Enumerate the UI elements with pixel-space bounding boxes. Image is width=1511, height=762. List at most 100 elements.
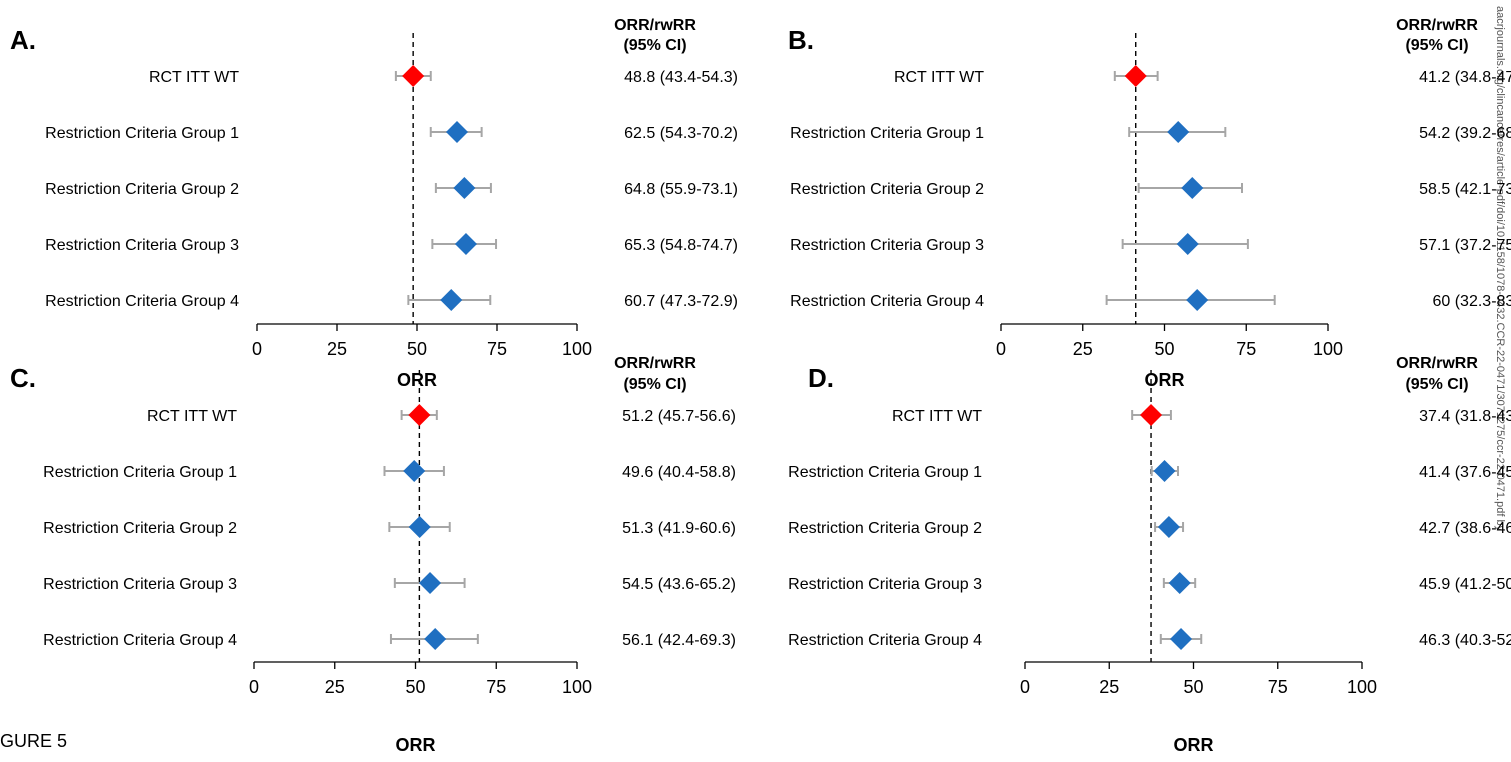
rct-point-marker bbox=[408, 404, 431, 426]
ci-value-text: 51.2 (45.7-56.6) bbox=[622, 408, 736, 425]
row-label: Restriction Criteria Group 4 bbox=[45, 293, 239, 310]
x-tick-label: 25 bbox=[1099, 677, 1119, 697]
ci-value-text: 45.9 (41.2-50.5) bbox=[1419, 576, 1511, 593]
ci-column-header: ORR/rwRR bbox=[614, 17, 696, 34]
row-label: RCT ITT WT bbox=[147, 408, 237, 425]
group-point-marker bbox=[453, 177, 476, 199]
row-label: RCT ITT WT bbox=[149, 69, 239, 86]
x-tick-label: 25 bbox=[1073, 339, 1093, 359]
ci-value-text: 56.1 (42.4-69.3) bbox=[622, 632, 736, 649]
ci-value-text: 48.8 (43.4-54.3) bbox=[624, 69, 738, 86]
group-point-marker bbox=[419, 572, 442, 594]
row-label: Restriction Criteria Group 2 bbox=[45, 181, 239, 198]
forest-panel-4: D. ORR/rwRR (95% CI) 0 25 50 75 100 ORR RCT ITT W… bbox=[788, 355, 1511, 755]
row-label: Restriction Criteria Group 4 bbox=[43, 632, 237, 649]
x-tick-label: 50 bbox=[405, 677, 425, 697]
rct-point-marker bbox=[402, 65, 425, 87]
ci-value-text: 41.2 (34.8-47.9) bbox=[1419, 69, 1511, 86]
ci-value-text: 62.5 (54.3-70.2) bbox=[624, 125, 738, 142]
panel-letter: B. bbox=[788, 25, 814, 55]
x-tick-label: 75 bbox=[486, 677, 506, 697]
group-point-marker bbox=[1181, 177, 1204, 199]
row-label: Restriction Criteria Group 3 bbox=[788, 576, 982, 593]
ci-value-text: 54.2 (39.2-68.6) bbox=[1419, 125, 1511, 142]
x-tick-label: 25 bbox=[325, 677, 345, 697]
ci-column-header: (95% CI) bbox=[1405, 376, 1468, 393]
ci-value-text: 57.1 (37.2-75.5) bbox=[1419, 237, 1511, 254]
group-point-marker bbox=[408, 516, 431, 538]
row-label: Restriction Criteria Group 2 bbox=[790, 181, 984, 198]
x-axis-title: ORR bbox=[396, 735, 436, 755]
side-watermark-text: aacrjournals.org/clincancerres/article-p… bbox=[1494, 6, 1506, 532]
x-tick-label: 100 bbox=[562, 339, 592, 359]
group-point-marker bbox=[1186, 289, 1209, 311]
group-point-marker bbox=[454, 233, 477, 255]
forest-panel-1: A. ORR/rwRR (95% CI) 0 25 50 75 100 ORR RCT ITT W… bbox=[10, 17, 738, 390]
group-point-marker bbox=[1170, 628, 1193, 650]
ci-column-header: (95% CI) bbox=[623, 37, 686, 54]
ci-value-text: 41.4 (37.6-45.4) bbox=[1419, 464, 1511, 481]
group-point-marker bbox=[1176, 233, 1199, 255]
ci-value-text: 46.3 (40.3-52.3) bbox=[1419, 632, 1511, 649]
x-tick-label: 0 bbox=[996, 339, 1006, 359]
ci-value-text: 65.3 (54.8-74.7) bbox=[624, 237, 738, 254]
ci-column-header: ORR/rwRR bbox=[1396, 17, 1478, 34]
row-label: RCT ITT WT bbox=[892, 408, 982, 425]
panel-letter: D. bbox=[808, 363, 834, 393]
row-label: Restriction Criteria Group 1 bbox=[43, 464, 237, 481]
row-label: Restriction Criteria Group 3 bbox=[45, 237, 239, 254]
row-label: RCT ITT WT bbox=[894, 69, 984, 86]
ci-column-header: (95% CI) bbox=[1405, 37, 1468, 54]
row-label: Restriction Criteria Group 4 bbox=[790, 293, 984, 310]
group-point-marker bbox=[1157, 516, 1180, 538]
ci-value-text: 64.8 (55.9-73.1) bbox=[624, 181, 738, 198]
group-point-marker bbox=[446, 121, 468, 143]
panels: A. ORR/rwRR (95% CI) 0 25 50 75 100 ORR RCT ITT W… bbox=[10, 17, 1511, 755]
ci-column-header: ORR/rwRR bbox=[1396, 355, 1478, 372]
group-point-marker bbox=[440, 289, 463, 311]
x-tick-label: 75 bbox=[487, 339, 507, 359]
x-tick-label: 75 bbox=[1236, 339, 1256, 359]
forest-panel-3: C. ORR/rwRR (95% CI) 0 25 50 75 100 ORR RCT ITT W… bbox=[10, 355, 736, 755]
ci-value-text: 49.6 (40.4-58.8) bbox=[622, 464, 736, 481]
row-label: Restriction Criteria Group 1 bbox=[788, 464, 982, 481]
ci-value-text: 42.7 (38.6-46.9) bbox=[1419, 520, 1511, 537]
row-label: Restriction Criteria Group 1 bbox=[790, 125, 984, 142]
ci-value-text: 51.3 (41.9-60.6) bbox=[622, 520, 736, 537]
group-point-marker bbox=[424, 628, 447, 650]
ci-column-header: (95% CI) bbox=[623, 376, 686, 393]
x-tick-label: 25 bbox=[327, 339, 347, 359]
panel-letter: C. bbox=[10, 363, 36, 393]
row-label: Restriction Criteria Group 2 bbox=[43, 520, 237, 537]
x-tick-label: 50 bbox=[1183, 677, 1203, 697]
x-tick-label: 75 bbox=[1268, 677, 1288, 697]
x-tick-label: 100 bbox=[1347, 677, 1377, 697]
x-axis-title: ORR bbox=[397, 370, 437, 390]
forest-panel-2: B. ORR/rwRR (95% CI) 0 25 50 75 100 ORR RCT ITT W… bbox=[788, 17, 1511, 390]
row-label: Restriction Criteria Group 4 bbox=[788, 632, 982, 649]
x-tick-label: 100 bbox=[1313, 339, 1343, 359]
x-tick-label: 50 bbox=[407, 339, 427, 359]
x-axis-title: ORR bbox=[1145, 370, 1185, 390]
ci-value-text: 37.4 (31.8-43.3) bbox=[1419, 408, 1511, 425]
group-point-marker bbox=[1167, 121, 1190, 143]
ci-column-header: ORR/rwRR bbox=[614, 355, 696, 372]
rct-point-marker bbox=[1124, 65, 1147, 87]
x-axis-title: ORR bbox=[1174, 735, 1214, 755]
x-tick-label: 0 bbox=[249, 677, 259, 697]
panel-letter: A. bbox=[10, 25, 36, 55]
x-tick-label: 0 bbox=[1020, 677, 1030, 697]
group-point-marker bbox=[1168, 572, 1191, 594]
ci-value-text: 60 (32.3-83.7) bbox=[1432, 293, 1511, 310]
group-point-marker bbox=[403, 460, 426, 482]
ci-value-text: 54.5 (43.6-65.2) bbox=[622, 576, 736, 593]
x-tick-label: 50 bbox=[1154, 339, 1174, 359]
ci-value-text: 60.7 (47.3-72.9) bbox=[624, 293, 738, 310]
rct-point-marker bbox=[1140, 404, 1163, 426]
x-tick-label: 100 bbox=[562, 677, 592, 697]
row-label: Restriction Criteria Group 2 bbox=[788, 520, 982, 537]
x-tick-label: 0 bbox=[252, 339, 262, 359]
row-label: Restriction Criteria Group 3 bbox=[43, 576, 237, 593]
group-point-marker bbox=[1153, 460, 1176, 482]
